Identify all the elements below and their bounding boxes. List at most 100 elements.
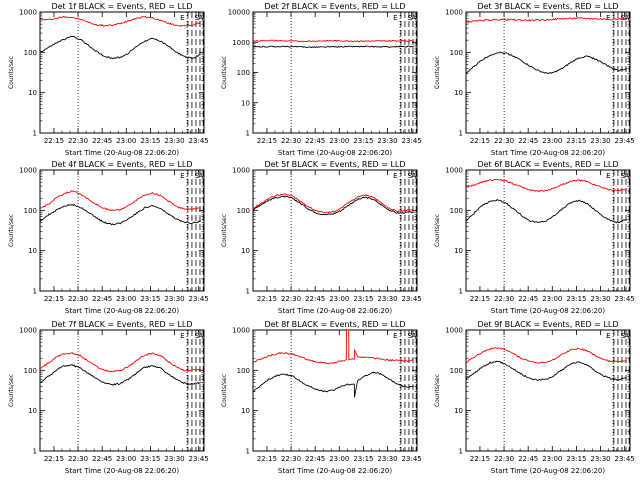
chart-panel-4: Det 4f BLACK = Events, RED = LLD Counts/s… bbox=[8, 160, 209, 315]
marker-label: S bbox=[195, 14, 200, 22]
y-tick-label: 1000 bbox=[445, 327, 463, 335]
series-line-lld bbox=[465, 17, 628, 24]
marker-label: E bbox=[393, 14, 397, 22]
x-tick-label: 23:30 bbox=[590, 455, 610, 463]
x-axis-label: Start Time (20-Aug-08 22:06:20) bbox=[278, 149, 392, 157]
chart-panel-6: Det 6f BLACK = Events, RED = LLD Counts/s… bbox=[434, 160, 635, 315]
y-tick-label: 1 bbox=[246, 288, 250, 296]
x-tick-label: 23:00 bbox=[542, 295, 562, 303]
x-tick-label: 22:15 bbox=[44, 295, 64, 303]
x-tick-label: 23:00 bbox=[329, 455, 349, 463]
x-axis-label: Start Time (20-Aug-08 22:06:20) bbox=[278, 467, 392, 475]
x-tick-label: 23:15 bbox=[353, 455, 373, 463]
x-tick-label: 23:15 bbox=[140, 137, 160, 145]
y-tick-label: 1 bbox=[459, 288, 463, 296]
marker-label: A bbox=[411, 14, 416, 22]
x-tick-label: 23:00 bbox=[542, 137, 562, 145]
x-tick-label: 22:45 bbox=[518, 295, 538, 303]
y-axis-label: Counts/sec bbox=[434, 214, 441, 247]
x-tick-label: 22:45 bbox=[92, 137, 112, 145]
x-tick-label: 23:00 bbox=[116, 455, 136, 463]
x-tick-label: 23:15 bbox=[140, 455, 160, 463]
x-tick-label: 22:15 bbox=[257, 295, 277, 303]
y-tick-label: 1000 bbox=[232, 167, 250, 175]
y-axis-label: Counts/sec bbox=[8, 56, 15, 89]
x-axis-label: Start Time (20-Aug-08 22:06:20) bbox=[65, 149, 179, 157]
x-tick-label: 23:30 bbox=[377, 137, 397, 145]
y-tick-label: 1 bbox=[33, 130, 37, 138]
y-tick-label: 100 bbox=[237, 367, 250, 375]
series-line-lld bbox=[252, 328, 414, 365]
marker-label: E bbox=[606, 172, 610, 180]
chart-panel-5: Det 5f BLACK = Events, RED = LLD Counts/s… bbox=[221, 160, 422, 315]
x-tick-label: 22:30 bbox=[494, 137, 514, 145]
x-tick-label: 23:30 bbox=[590, 137, 610, 145]
x-tick-label: 23:15 bbox=[566, 295, 586, 303]
plot-frame bbox=[39, 11, 205, 134]
y-tick-label: 1000 bbox=[19, 167, 37, 175]
series-line-lld bbox=[465, 178, 627, 193]
chart-title: Det 5f BLACK = Events, RED = LLD bbox=[264, 160, 405, 169]
x-tick-label: 22:15 bbox=[470, 295, 490, 303]
x-tick-label: 23:00 bbox=[329, 137, 349, 145]
x-tick-label: 22:30 bbox=[68, 295, 88, 303]
y-tick-label: 1 bbox=[246, 130, 250, 138]
plot-frame bbox=[252, 329, 418, 452]
marker-label: S bbox=[195, 332, 200, 340]
x-tick-label: 22:45 bbox=[518, 455, 538, 463]
x-tick-label: 23:30 bbox=[164, 455, 184, 463]
x-tick-label: 22:30 bbox=[68, 455, 88, 463]
series-line-lld bbox=[39, 15, 201, 27]
x-tick-label: 23:15 bbox=[566, 137, 586, 145]
marker-label: E bbox=[393, 332, 397, 340]
chart-title: Det 1f BLACK = Events, RED = LLD bbox=[51, 2, 192, 11]
plot-frame bbox=[252, 169, 418, 292]
y-tick-label: 1 bbox=[459, 130, 463, 138]
chart-title: Det 3f BLACK = Events, RED = LLD bbox=[477, 2, 618, 11]
x-tick-label: 22:30 bbox=[494, 455, 514, 463]
x-tick-label: 22:45 bbox=[92, 455, 112, 463]
chart-title: Det 2f BLACK = Events, RED = LLD bbox=[264, 2, 405, 11]
marker-label: A bbox=[198, 172, 203, 180]
series-line-lld bbox=[252, 39, 415, 43]
y-tick-label: 1000 bbox=[232, 327, 250, 335]
x-tick-label: 22:30 bbox=[281, 137, 301, 145]
chart-panel-2: Det 2f BLACK = Events, RED = LLD Counts/s… bbox=[221, 2, 422, 157]
chart-title: Det 6f BLACK = Events, RED = LLD bbox=[477, 160, 618, 169]
y-tick-label: 100 bbox=[24, 49, 37, 57]
marker-label: S bbox=[621, 332, 626, 340]
series-line-events bbox=[465, 198, 628, 224]
x-tick-label: 22:30 bbox=[281, 295, 301, 303]
y-axis-label: Counts/sec bbox=[8, 214, 15, 247]
y-tick-label: 10 bbox=[28, 247, 37, 255]
x-axis-label: Start Time (20-Aug-08 22:06:20) bbox=[278, 307, 392, 315]
x-tick-label: 23:15 bbox=[566, 455, 586, 463]
y-tick-label: 10 bbox=[454, 247, 463, 255]
chart-panel-1: Det 1f BLACK = Events, RED = LLD Counts/s… bbox=[8, 2, 209, 157]
y-tick-label: 100 bbox=[237, 69, 250, 77]
x-tick-label: 23:00 bbox=[542, 455, 562, 463]
x-tick-label: 23:30 bbox=[377, 295, 397, 303]
y-tick-label: 1 bbox=[459, 448, 463, 456]
y-axis-label: Counts/sec bbox=[221, 374, 228, 407]
x-axis-label: Start Time (20-Aug-08 22:06:20) bbox=[491, 149, 605, 157]
y-tick-label: 1000 bbox=[445, 9, 463, 17]
y-tick-label: 1000 bbox=[19, 327, 37, 335]
plot-frame bbox=[39, 169, 205, 292]
y-tick-label: 100 bbox=[24, 367, 37, 375]
y-tick-label: 10 bbox=[28, 89, 37, 97]
x-tick-label: 23:00 bbox=[116, 295, 136, 303]
x-axis-label: Start Time (20-Aug-08 22:06:20) bbox=[491, 307, 605, 315]
x-tick-label: 22:45 bbox=[518, 137, 538, 145]
x-tick-label: 22:45 bbox=[305, 455, 325, 463]
marker-label: A bbox=[198, 332, 203, 340]
marker-label: A bbox=[198, 14, 203, 22]
y-tick-label: 1 bbox=[246, 448, 250, 456]
y-tick-label: 10 bbox=[28, 407, 37, 415]
x-tick-label: 23:30 bbox=[164, 137, 184, 145]
marker-label: A bbox=[624, 172, 629, 180]
x-tick-label: 22:30 bbox=[68, 137, 88, 145]
x-tick-label: 23:30 bbox=[590, 295, 610, 303]
x-axis-label: Start Time (20-Aug-08 22:06:20) bbox=[65, 467, 179, 475]
